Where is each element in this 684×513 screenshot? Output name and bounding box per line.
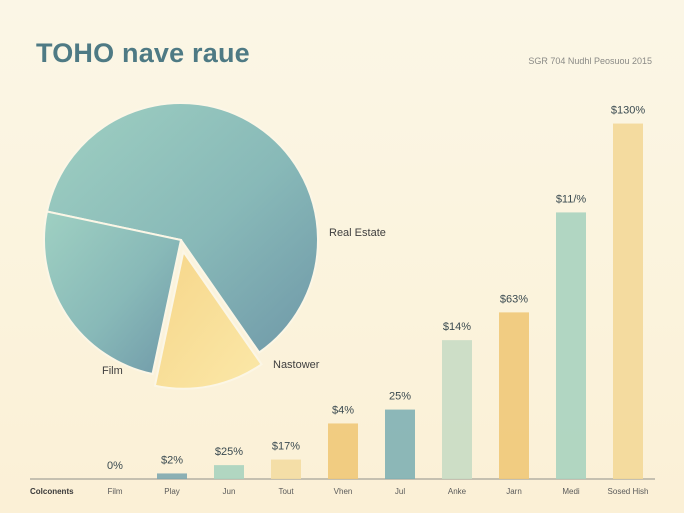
bar-value-label: 25%: [389, 391, 411, 403]
bar-chart: 0% Film $2% Play $25% Jun $17% Tout $4% Vhen 25% Ju…: [30, 105, 655, 496]
pie-label: Film: [102, 365, 123, 377]
chart-title: TOHO nave raue: [36, 38, 250, 68]
x-tick-label: Jul: [395, 487, 405, 496]
bar: [328, 423, 358, 479]
bar-value-label: $130%: [611, 105, 645, 117]
bar-value-label: $25%: [215, 446, 243, 458]
pie-label: Nastower: [273, 359, 320, 371]
x-tick-label: Sosed Hish: [608, 487, 649, 496]
pie-slice-real-estate: [45, 102, 319, 354]
pie-slice-film: [43, 210, 183, 376]
pie-label: Real Estate: [329, 227, 386, 239]
bar: [385, 409, 415, 479]
x-tick-label: Anke: [448, 487, 467, 496]
bar: [271, 459, 301, 479]
pie-slice-nastower: [153, 249, 263, 390]
chart-subtitle: SGR 704 Nudhl Peosuou 2015: [528, 56, 652, 66]
bar-value-label: $17%: [272, 441, 300, 453]
pie-chart: Real Estate Nastower Film: [43, 102, 386, 390]
bar-value-label: $63%: [500, 293, 528, 305]
x-tick-label: Vhen: [334, 487, 353, 496]
bar-value-label: $4%: [332, 404, 354, 416]
x-tick-label: Jun: [223, 487, 236, 496]
bar: [442, 340, 472, 479]
bar: [613, 123, 643, 480]
x-tick-label: Film: [107, 487, 122, 496]
x-tick-label: Jarn: [506, 487, 522, 496]
bar: [157, 473, 187, 479]
bar-value-label: $14%: [443, 321, 471, 333]
bar: [499, 312, 529, 479]
x-tick-label: Tout: [278, 487, 294, 496]
bar: [214, 465, 244, 479]
x-tick-label: Medi: [562, 487, 580, 496]
bar-value-label: $2%: [161, 454, 183, 466]
bar-value-label: 0%: [107, 460, 123, 472]
x-axis-title: Colconents: [30, 487, 74, 496]
x-tick-label: Play: [164, 487, 180, 496]
bar-value-label: $11/%: [556, 193, 587, 205]
bar: [556, 212, 586, 479]
